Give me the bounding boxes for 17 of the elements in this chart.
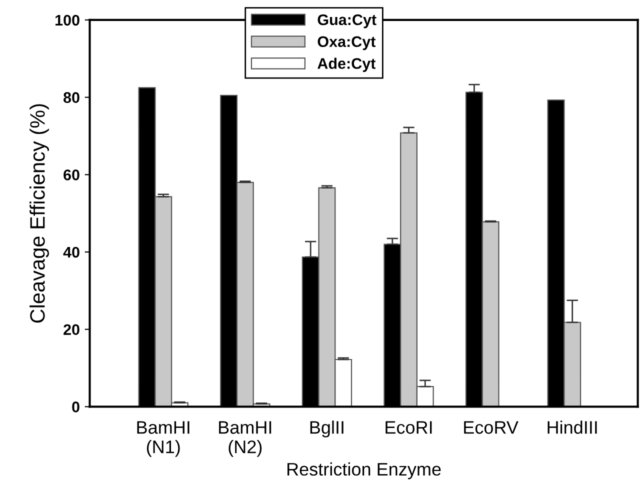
x-tick-label: EcoRV [464,421,518,434]
y-axis-title: Cleavage Efficiency (%) [30,104,49,323]
x-tick-label: EcoRI [386,421,432,434]
y-tick-label: 40 [63,246,80,258]
legend-label: Oxa:Cyt [318,36,376,50]
x-tick-label: BamHI (N2) [219,421,272,457]
x-tick-label: HindIII [548,420,597,434]
y-tick-label: 80 [64,92,80,103]
y-tick-label: 60 [64,170,80,180]
y-tick-label: 100 [55,14,80,26]
y-tick-label: 0 [72,402,80,412]
legend-label: Gua:Cyt [318,14,376,28]
legend-label: Ade:Cyt [318,58,376,72]
x-tick-label: BglII [310,420,344,438]
y-tick-label: 20 [64,324,80,336]
x-tick-label: BamHI (N1) [137,421,190,457]
x-axis-title: Restriction Enzyme [287,462,441,480]
